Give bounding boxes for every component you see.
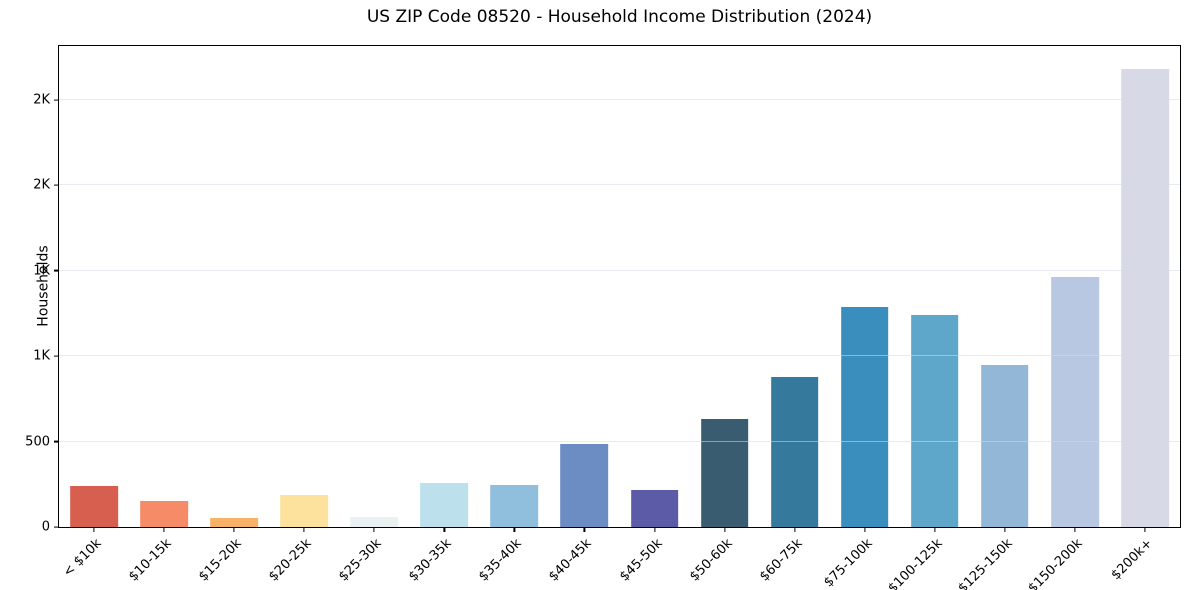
- gridline-2500: [59, 98, 1180, 100]
- x-tick-mark-1: [163, 527, 165, 532]
- x-tick-label-text: $25-30k: [336, 536, 385, 585]
- x-tick-mark-14: [1074, 527, 1076, 532]
- y-tick-label-2500: 2K: [33, 92, 50, 108]
- x-tick-label-text: $20-25k: [266, 536, 315, 585]
- y-tick-mark-500: [54, 440, 59, 443]
- x-tick-mark-10: [794, 527, 796, 532]
- x-tick-mark-13: [1004, 527, 1006, 532]
- x-tick-label-text: $100-125k: [885, 536, 946, 590]
- x-tick-label-text: < $10k: [60, 536, 105, 581]
- bar-4: [350, 516, 399, 527]
- x-tick-mark-3: [303, 527, 305, 532]
- gridline-1000: [59, 355, 1180, 357]
- y-tick-mark-2500: [54, 99, 59, 101]
- gridline-2000: [59, 184, 1180, 186]
- chart-title: US ZIP Code 08520 - Household Income Dis…: [366, 7, 873, 27]
- bar-13: [981, 365, 1029, 527]
- x-tick-mark-6: [513, 527, 515, 532]
- x-tick-label-text: $150-200k: [1025, 536, 1086, 590]
- x-tick-label-text: $60-75k: [756, 536, 806, 585]
- x-tick-label-text: $200k+: [1108, 536, 1156, 584]
- x-tick-mark-5: [443, 527, 445, 532]
- x-tick-label-text: $50-60k: [686, 536, 736, 585]
- y-tick-mark-0: [54, 526, 59, 528]
- x-tick-mark-9: [724, 527, 726, 532]
- x-tick-mark-12: [934, 527, 936, 532]
- x-tick-label-text: $40-45k: [546, 536, 596, 585]
- bar-1: [140, 501, 188, 527]
- x-tick-mark-0: [93, 527, 95, 532]
- x-tick-mark-2: [233, 527, 235, 532]
- x-tick-mark-7: [583, 527, 586, 532]
- y-tick-label-0: 0: [41, 519, 50, 535]
- plot-area: 0 500 1K 1K 2K 2K < $10k $10-15k $15-20k $20-25k $…: [25, 45, 1181, 590]
- x-tick-mark-15: [1144, 527, 1146, 532]
- x-tick-label-text: $45-50k: [616, 536, 666, 585]
- bar-15: [1121, 68, 1169, 527]
- bar-7: [560, 444, 609, 527]
- y-tick-mark-1500: [54, 270, 59, 272]
- bar-12: [910, 315, 959, 527]
- y-tick-label-1500: 1K: [33, 263, 50, 279]
- x-tick-mark-11: [864, 527, 866, 532]
- bar-11: [840, 306, 889, 527]
- bar-9: [700, 419, 749, 527]
- bar-8: [630, 490, 679, 527]
- bar-10: [770, 376, 819, 527]
- y-tick-label-1000: 1K: [33, 348, 50, 364]
- gridline-1500: [59, 269, 1180, 271]
- bar-5: [420, 483, 469, 527]
- y-axis-label: Households: [35, 245, 52, 327]
- x-tick-mark-4: [373, 527, 375, 532]
- x-tick-label-text: $10-15k: [126, 536, 175, 585]
- y-tick-mark-1000: [54, 355, 59, 357]
- x-tick-label-text: $125-150k: [955, 536, 1016, 590]
- bar-2: [210, 518, 258, 527]
- x-tick-label-text: $75-100k: [820, 536, 876, 590]
- y-tick-mark-2000: [54, 184, 59, 186]
- bar-14: [1051, 277, 1099, 527]
- x-tick-label-text: $35-40k: [476, 536, 526, 585]
- y-tick-label-500: 500: [25, 434, 50, 450]
- bar-3: [280, 494, 329, 527]
- bar-0: [70, 485, 118, 527]
- x-tick-label-text: $30-35k: [406, 536, 455, 585]
- x-tick-mark-8: [653, 527, 656, 532]
- y-tick-label-2000: 2K: [33, 177, 50, 193]
- x-tick-label-text: $15-20k: [196, 536, 245, 585]
- bar-6: [490, 485, 539, 527]
